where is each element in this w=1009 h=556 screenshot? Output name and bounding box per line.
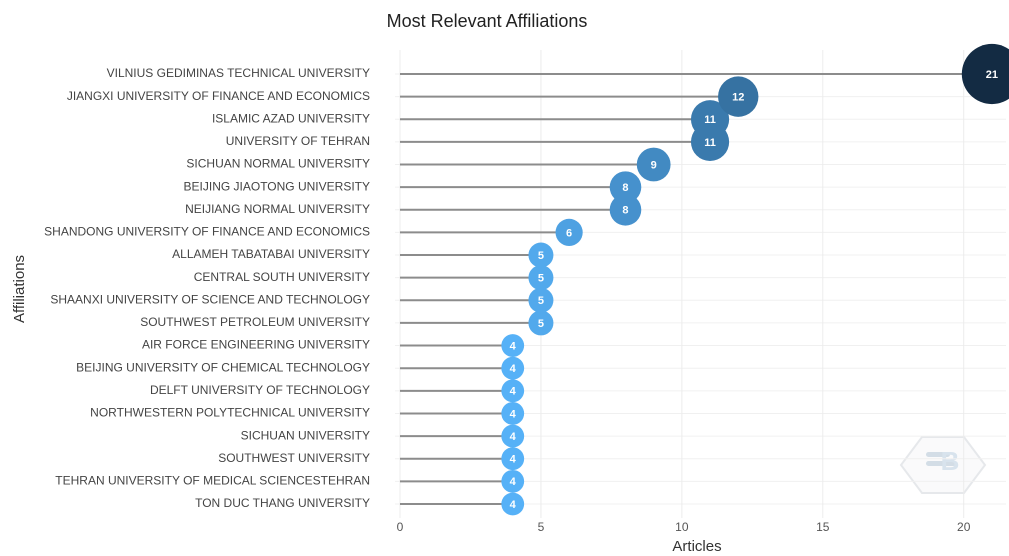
value-label: 8 xyxy=(622,182,628,194)
dot xyxy=(961,43,1009,105)
value-label: 4 xyxy=(510,363,517,375)
svg-text:B: B xyxy=(941,446,960,476)
value-label: 4 xyxy=(510,499,517,511)
y-tick-label: NEIJIANG NORMAL UNIVERSITY xyxy=(185,202,370,216)
dot xyxy=(528,310,554,336)
value-label: 4 xyxy=(510,386,517,398)
y-tick-label: SHAANXI UNIVERSITY OF SCIENCE AND TECHNO… xyxy=(50,292,370,306)
value-label: 4 xyxy=(510,454,517,466)
y-tick-label: SOUTHWEST PETROLEUM UNIVERSITY xyxy=(140,315,370,329)
value-label: 21 xyxy=(986,69,998,81)
dot xyxy=(501,379,525,403)
value-label: 4 xyxy=(510,431,517,443)
dot xyxy=(690,100,730,139)
value-label: 5 xyxy=(538,295,544,307)
dot xyxy=(636,147,671,182)
dot xyxy=(528,242,554,268)
y-tick-label: SICHUAN UNIVERSITY xyxy=(241,428,370,442)
x-tick-label: 0 xyxy=(397,520,404,534)
y-tick-label: TEHRAN UNIVERSITY OF MEDICAL SCIENCESTEH… xyxy=(55,474,370,488)
y-axis-title: Affiliations xyxy=(11,255,28,323)
dot xyxy=(528,265,554,291)
y-tick-label: CENTRAL SOUTH UNIVERSITY xyxy=(194,270,370,284)
y-tick-label: DELFT UNIVERSITY OF TECHNOLOGY xyxy=(150,383,370,397)
value-label: 6 xyxy=(566,227,572,239)
dot xyxy=(718,76,759,117)
y-tick-label: ISLAMIC AZAD UNIVERSITY xyxy=(212,111,370,125)
dot xyxy=(501,334,525,357)
dot xyxy=(528,287,554,313)
dot xyxy=(501,447,525,471)
value-label: 5 xyxy=(538,273,544,285)
value-label: 4 xyxy=(510,340,517,352)
x-tick-label: 15 xyxy=(816,520,830,534)
x-tick-label: 5 xyxy=(538,520,545,534)
y-tick-label: VILNIUS GEDIMINAS TECHNICAL UNIVERSITY xyxy=(107,66,370,80)
value-label: 4 xyxy=(510,408,517,420)
y-tick-label: BEIJING UNIVERSITY OF CHEMICAL TECHNOLOG… xyxy=(76,360,370,374)
y-tick-label: SHANDONG UNIVERSITY OF FINANCE AND ECONO… xyxy=(44,225,370,239)
y-tick-label: NORTHWESTERN POLYTECHNICAL UNIVERSITY xyxy=(90,406,370,420)
x-tick-label: 20 xyxy=(957,520,971,534)
value-label: 11 xyxy=(704,114,716,126)
value-label: 4 xyxy=(510,476,517,488)
x-axis-title: Articles xyxy=(672,538,721,555)
value-label: 12 xyxy=(732,92,744,104)
y-tick-label: JIANGXI UNIVERSITY OF FINANCE AND ECONOM… xyxy=(67,89,370,103)
value-label: 5 xyxy=(538,250,544,262)
y-tick-label: AIR FORCE ENGINEERING UNIVERSITY xyxy=(142,338,370,352)
y-tick-label: SOUTHWEST UNIVERSITY xyxy=(218,451,370,465)
chart-title: Most Relevant Affiliations xyxy=(387,11,588,31)
dot xyxy=(609,193,642,226)
dot xyxy=(501,356,525,380)
watermark-logo: B xyxy=(899,436,987,494)
y-tick-label: TON DUC THANG UNIVERSITY xyxy=(195,496,370,510)
value-label: 5 xyxy=(538,318,544,330)
x-tick-label: 10 xyxy=(675,520,689,534)
y-tick-label: BEIJING JIAOTONG UNIVERSITY xyxy=(184,179,370,193)
dot xyxy=(501,492,525,516)
dot xyxy=(501,424,525,448)
value-label: 8 xyxy=(622,205,628,217)
value-label: 9 xyxy=(651,159,657,171)
y-tick-label: SICHUAN NORMAL UNIVERSITY xyxy=(186,157,370,171)
dot xyxy=(501,469,525,493)
dot xyxy=(555,218,583,247)
y-tick-label: UNIVERSITY OF TEHRAN xyxy=(226,134,370,148)
dot xyxy=(609,171,642,203)
y-tick-label: ALLAMEH TABATABAI UNIVERSITY xyxy=(172,247,370,261)
value-label: 11 xyxy=(704,137,716,149)
dot xyxy=(501,402,525,425)
